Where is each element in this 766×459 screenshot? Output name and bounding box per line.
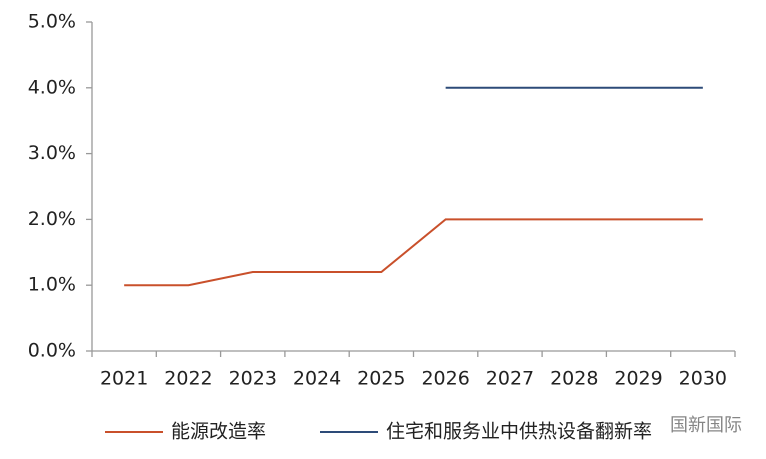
x-tick-label: 2029: [614, 368, 662, 390]
y-tick-label: 4.0%: [28, 76, 76, 98]
y-tick-label: 3.0%: [28, 142, 76, 164]
x-tick-label: 2025: [357, 368, 405, 390]
y-tick-label: 0.0%: [28, 340, 76, 362]
watermark: 国新国际: [670, 415, 742, 436]
x-tick-label: 2023: [229, 368, 277, 390]
x-tick-label: 2024: [293, 368, 341, 390]
y-tick-label: 2.0%: [28, 208, 76, 230]
legend-label: 能源改造率: [171, 421, 266, 443]
x-tick-label: 2028: [550, 368, 598, 390]
x-tick-label: 2026: [421, 368, 469, 390]
legend-label: 住宅和服务业中供热设备翻新率: [386, 421, 652, 443]
x-tick-label: 2027: [486, 368, 534, 390]
series-line: [124, 218, 703, 287]
y-tick-label: 5.0%: [28, 11, 76, 33]
x-tick-label: 2021: [100, 368, 148, 390]
y-tick-label: 1.0%: [28, 274, 76, 296]
x-tick-label: 2022: [164, 368, 212, 390]
x-tick-label: 2030: [679, 368, 727, 390]
